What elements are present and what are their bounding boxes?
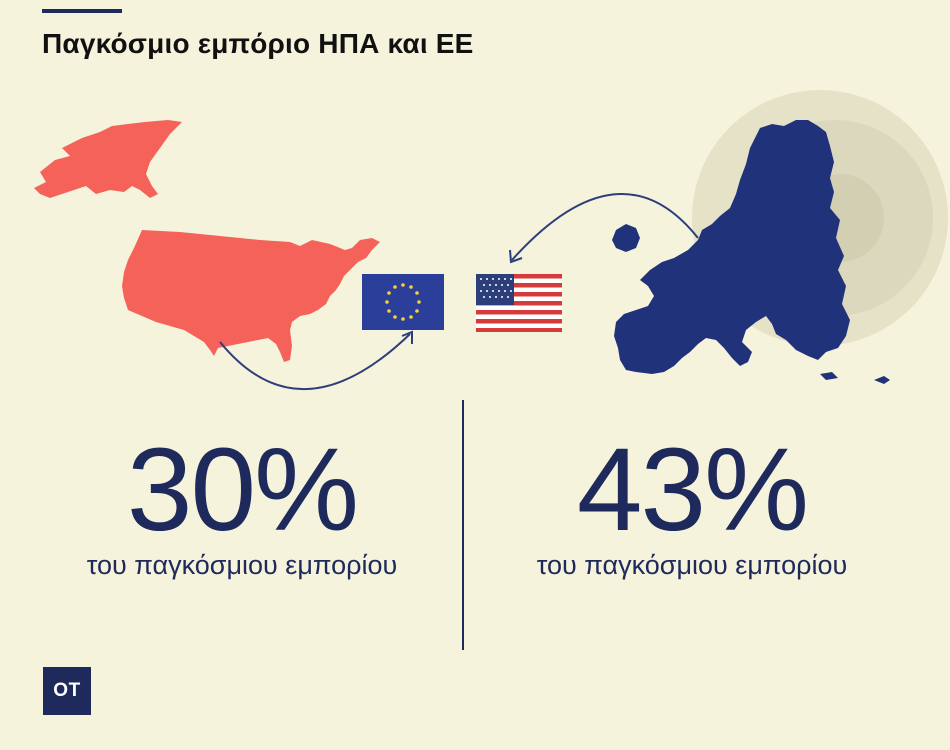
page-title: Παγκόσμιο εμπόριο ΗΠΑ και ΕΕ [42, 28, 474, 59]
eu-stat-caption: του παγκόσμιου εμπορίου [536, 550, 848, 580]
alaska-map-icon [34, 120, 182, 198]
arrow-usa-to-eu-icon [219, 330, 413, 390]
ireland-map-icon [612, 224, 640, 252]
usa-map-icon [122, 230, 380, 362]
eu-flag-icon [362, 274, 444, 330]
ot-logo: ΟΤ [43, 667, 91, 715]
trade-illustration [34, 90, 948, 390]
center-divider [462, 400, 464, 650]
eu-stat-value: 43% [576, 424, 809, 556]
eu-stat: 43% του παγκόσμιου εμπορίου [482, 430, 902, 581]
arrow-eu-to-usa-icon [509, 192, 699, 264]
top-accent-rule [42, 9, 122, 13]
cyprus-map-icon [874, 376, 890, 384]
eu-map-icon [614, 120, 850, 374]
usa-stat-caption: του παγκόσμιου εμπορίου [86, 550, 398, 580]
usa-stat: 30% του παγκόσμιου εμπορίου [32, 430, 452, 581]
usa-stat-value: 30% [126, 424, 359, 556]
us-flag-icon [476, 274, 562, 332]
greek-islands-map-icon [820, 372, 838, 380]
